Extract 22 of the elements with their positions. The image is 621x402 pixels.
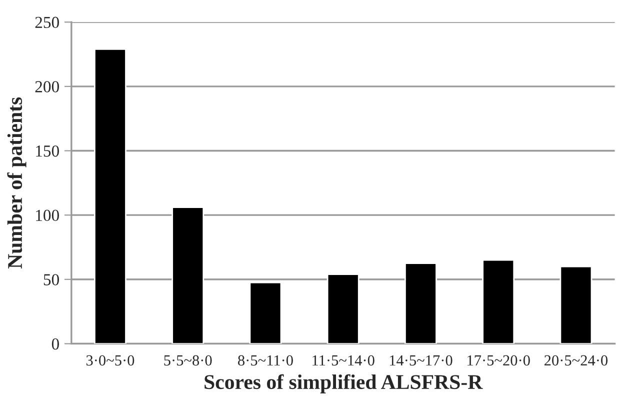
bar bbox=[404, 262, 437, 344]
y-tick-label: 50 bbox=[44, 274, 59, 286]
x-tick-label: 5·5~8·0 bbox=[164, 355, 212, 366]
y-axis-title: Number of patients bbox=[7, 97, 26, 269]
x-tick-label: 11·5~14·0 bbox=[312, 355, 374, 366]
bar bbox=[560, 266, 592, 344]
x-tick-label: 3·0~5·0 bbox=[86, 355, 134, 366]
y-tick-label: 200 bbox=[35, 81, 59, 92]
y-tick-label: 0 bbox=[52, 338, 59, 350]
x-tick-label: 17·5~20·0 bbox=[468, 355, 530, 366]
y-tick-label: 150 bbox=[36, 145, 59, 157]
x-tick-label: 8·5~11·0 bbox=[238, 355, 293, 366]
y-tick-label: 250 bbox=[35, 16, 59, 28]
bar bbox=[326, 274, 360, 344]
bar bbox=[482, 259, 515, 344]
x-axis-title: Scores of simplified ALSFRS-R bbox=[204, 374, 483, 394]
bar bbox=[94, 48, 126, 344]
bar bbox=[249, 282, 282, 344]
y-tick-label: 100 bbox=[36, 210, 59, 222]
x-tick-label: 14·5~17·0 bbox=[390, 355, 452, 366]
bar bbox=[172, 206, 204, 344]
x-tick-label: 20·5~24·0 bbox=[544, 355, 608, 366]
